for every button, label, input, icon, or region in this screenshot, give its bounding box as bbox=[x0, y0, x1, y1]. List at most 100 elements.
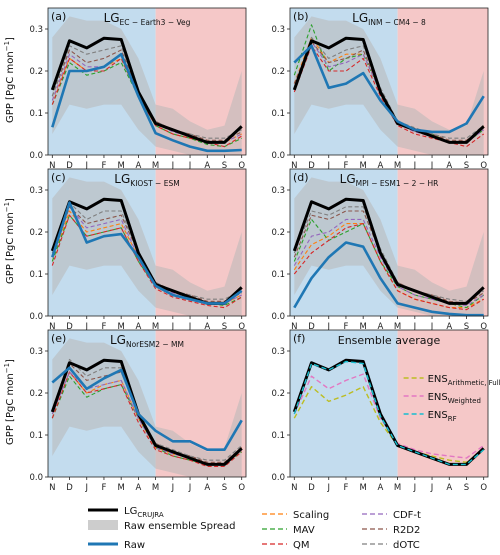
panel-label: (c) bbox=[51, 171, 66, 184]
x-tick-label: N bbox=[291, 161, 297, 171]
x-tick-label: O bbox=[238, 483, 245, 493]
x-tick-label: A bbox=[446, 161, 452, 171]
y-axis-label-row1: GPP [PgC mon−1] bbox=[3, 37, 16, 123]
x-tick-label: F bbox=[344, 483, 349, 493]
x-tick-label: M bbox=[152, 161, 159, 171]
panel-title: LGMPI − ESM1 − 2 − HR bbox=[340, 172, 439, 188]
x-tick-label: M bbox=[394, 161, 401, 171]
axes-frame bbox=[289, 7, 489, 156]
svg-text:GPP [PgC mon−1]: GPP [PgC mon−1] bbox=[3, 37, 16, 123]
x-tick-label: N bbox=[49, 161, 55, 171]
x-tick-label: F bbox=[102, 483, 107, 493]
x-tick-label: S bbox=[222, 483, 227, 493]
x-tick-label: N bbox=[291, 483, 297, 493]
x-tick-label: J bbox=[413, 483, 417, 493]
panel-label: (d) bbox=[293, 171, 309, 184]
panel-label: (e) bbox=[51, 332, 66, 345]
y-tick-label: 0.0 bbox=[271, 151, 285, 161]
legend-raw-label: Raw bbox=[124, 540, 145, 551]
x-tick-label: D bbox=[308, 483, 315, 493]
x-tick-label: J bbox=[188, 483, 192, 493]
series-raw bbox=[293, 241, 484, 317]
x-tick-label: J bbox=[430, 322, 434, 332]
raw-ensemble-spread bbox=[294, 177, 484, 316]
x-tick-label: M bbox=[360, 322, 367, 332]
series-dotc bbox=[293, 206, 484, 302]
series-qm bbox=[51, 214, 242, 309]
y-tick-label: 0.1 bbox=[29, 431, 43, 441]
series-dotc bbox=[51, 45, 242, 139]
y-tick-label: 0.1 bbox=[29, 270, 43, 280]
x-tick-label: N bbox=[49, 483, 55, 493]
series-r2d2 bbox=[293, 210, 484, 304]
y-tick-label: 0.3 bbox=[271, 186, 285, 196]
y-tick-label: 0.0 bbox=[29, 151, 43, 161]
panel-label: (b) bbox=[293, 10, 309, 23]
panel-4: 0.00.10.20.3N D J F M A M J J A S O(d) LGMPI − ESM1 … bbox=[271, 168, 489, 332]
x-tick-label: S bbox=[464, 483, 469, 493]
legend-scaling-label: Scaling bbox=[293, 510, 329, 521]
x-tick-label: J bbox=[326, 322, 330, 332]
x-tick-label: D bbox=[66, 483, 73, 493]
y-tick-label: 0.0 bbox=[271, 312, 285, 322]
x-tick-label: J bbox=[171, 322, 175, 332]
panel-label: (f) bbox=[293, 332, 305, 345]
x-tick-label: A bbox=[204, 483, 210, 493]
x-tick-label: J bbox=[430, 161, 434, 171]
x-tick-label: O bbox=[238, 322, 245, 332]
svg-text:GPP [PgC mon−1]: GPP [PgC mon−1] bbox=[3, 359, 16, 445]
legend-spread-label: Raw ensemble Spread bbox=[124, 521, 235, 532]
legend: LGCRUJRA Raw ensemble Spread Raw Scaling… bbox=[88, 506, 421, 551]
x-tick-label: J bbox=[430, 483, 434, 493]
legend-ens-weighted-label: ENSWeighted bbox=[428, 392, 481, 405]
x-tick-label: J bbox=[171, 161, 175, 171]
y-tick-label: 0.3 bbox=[271, 25, 285, 35]
x-tick-label: J bbox=[188, 161, 192, 171]
y-tick-label: 0.2 bbox=[29, 67, 43, 77]
series-qm bbox=[293, 223, 484, 311]
series-cdft bbox=[51, 53, 242, 143]
x-tick-label: D bbox=[308, 322, 315, 332]
y-tick-label: 0.2 bbox=[29, 228, 43, 238]
panel-title: Ensemble average bbox=[338, 334, 441, 347]
legend-dotc-label: dOTC bbox=[393, 540, 420, 551]
x-tick-label: J bbox=[84, 322, 88, 332]
y-tick-label: 0.0 bbox=[29, 312, 43, 322]
y-tick-label: 0.2 bbox=[29, 389, 43, 399]
legend-r2d2-label: R2D2 bbox=[393, 525, 420, 536]
x-tick-label: A bbox=[377, 322, 383, 332]
panel-2: 0.00.10.20.3N D J F M A M J J A S O(b) LGINM − CM4 −… bbox=[271, 7, 489, 171]
series-reference bbox=[50, 36, 243, 144]
series-dotc bbox=[51, 358, 243, 461]
y-axis-label-row3: GPP [PgC mon−1] bbox=[3, 359, 16, 445]
panel-1: 0.00.10.20.3N D J F M A M J J A S O(a) LGEC − Earth3… bbox=[29, 7, 247, 171]
x-tick-label: J bbox=[171, 483, 175, 493]
series-mav bbox=[51, 62, 242, 148]
x-tick-label: D bbox=[66, 322, 73, 332]
x-tick-label: A bbox=[377, 483, 383, 493]
y-tick-label: 0.1 bbox=[271, 109, 285, 119]
y-tick-label: 0.2 bbox=[271, 389, 285, 399]
x-tick-label: S bbox=[222, 161, 227, 171]
x-tick-label: N bbox=[291, 322, 297, 332]
y-tick-label: 0.0 bbox=[271, 473, 285, 483]
y-tick-label: 0.0 bbox=[29, 473, 43, 483]
x-tick-label: M bbox=[118, 322, 125, 332]
series-ens-rf bbox=[293, 360, 485, 466]
legend-ens-arithmetic-label: ENSArithmetic, Full bbox=[428, 374, 500, 387]
y-tick-label: 0.1 bbox=[29, 109, 43, 119]
x-tick-label: A bbox=[135, 483, 141, 493]
x-tick-label: A bbox=[204, 161, 210, 171]
x-tick-label: F bbox=[344, 322, 349, 332]
panel-title: LGEC − Earth3 − Veg bbox=[104, 11, 191, 27]
x-tick-label: F bbox=[102, 322, 107, 332]
raw-ensemble-spread bbox=[52, 338, 242, 477]
x-tick-label: M bbox=[118, 483, 125, 493]
x-tick-label: J bbox=[188, 322, 192, 332]
x-tick-label: N bbox=[49, 322, 55, 332]
x-tick-label: M bbox=[152, 483, 159, 493]
series-qm bbox=[51, 371, 243, 468]
series-raw bbox=[51, 201, 243, 305]
x-tick-label: J bbox=[413, 322, 417, 332]
y-tick-label: 0.3 bbox=[29, 186, 43, 196]
